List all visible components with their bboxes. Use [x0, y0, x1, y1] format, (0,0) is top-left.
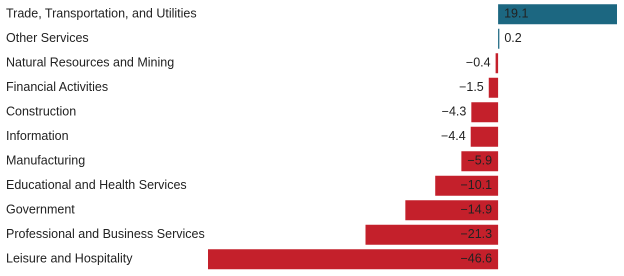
- category-label: Natural Resources and Mining: [6, 56, 174, 70]
- value-label: −14.9: [460, 203, 492, 217]
- category-label: Professional and Business Services: [6, 227, 205, 241]
- category-label: Information: [6, 129, 69, 143]
- bar: [488, 77, 499, 98]
- bar: [498, 28, 500, 49]
- bar: [495, 53, 499, 74]
- bar: [365, 224, 499, 245]
- bar: [470, 126, 499, 147]
- value-label: −4.3: [442, 105, 467, 119]
- value-label: −5.9: [467, 154, 492, 168]
- category-label: Trade, Transportation, and Utilities: [6, 7, 197, 21]
- category-label: Government: [6, 203, 75, 217]
- bar: [435, 175, 499, 196]
- bar: [461, 151, 499, 172]
- value-label: 19.1: [504, 7, 528, 21]
- category-label: Construction: [6, 105, 76, 119]
- category-label: Other Services: [6, 31, 89, 45]
- bar: [471, 102, 499, 123]
- value-label: −46.6: [460, 252, 492, 266]
- bar: [208, 249, 499, 270]
- category-label: Manufacturing: [6, 154, 85, 168]
- value-label: −10.1: [460, 178, 492, 192]
- category-label: Financial Activities: [6, 80, 108, 94]
- category-label: Leisure and Hospitality: [6, 252, 133, 266]
- value-label: −0.4: [466, 56, 491, 70]
- bar: [498, 4, 617, 25]
- category-label: Educational and Health Services: [6, 178, 187, 192]
- value-label: 0.2: [504, 31, 521, 45]
- bar: [405, 200, 499, 221]
- value-label: −1.5: [459, 80, 484, 94]
- value-label: −21.3: [460, 227, 492, 241]
- value-label: −4.4: [441, 129, 466, 143]
